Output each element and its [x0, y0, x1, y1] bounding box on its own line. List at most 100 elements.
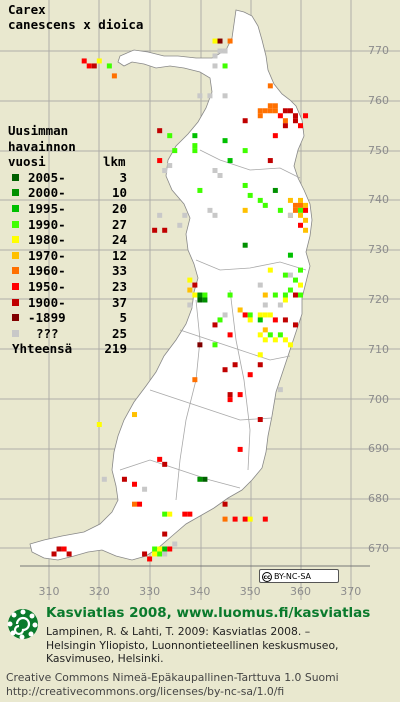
observation-square [282, 337, 288, 343]
north-tick-label: 670 [368, 542, 389, 555]
observation-square [272, 292, 278, 298]
legend-swatch [12, 220, 19, 228]
observation-square [292, 277, 298, 283]
observation-square [292, 292, 298, 298]
observation-square [162, 531, 168, 537]
legend-item-count: 10 [111, 185, 127, 201]
legend-header-2: havainnon [8, 139, 76, 155]
map-area: Carex canescens x dioica Uusimman havain… [0, 0, 400, 600]
legend-swatch [12, 282, 19, 290]
observation-square [287, 108, 293, 114]
observation-square [303, 217, 309, 223]
observation-square [187, 287, 193, 293]
kasviatlas-logo-icon [7, 609, 38, 640]
legend-item-label: 2005- [28, 169, 66, 185]
observation-square [257, 352, 263, 358]
observation-square [292, 202, 298, 208]
observation-square [257, 197, 263, 203]
observation-square [207, 207, 213, 213]
observation-square [292, 207, 298, 213]
observation-square [86, 63, 92, 69]
license-link[interactable]: http://creativecommons.org/licenses/by-n… [6, 684, 285, 698]
legend-item-label: 1900- [28, 294, 66, 310]
north-tick-label: 740 [368, 193, 389, 207]
observation-square [267, 108, 273, 114]
observation-square [257, 282, 263, 288]
legend-item: 2000- 10 [8, 185, 127, 201]
citation-line-2: Helsingin Yliopisto, Luonnontieteellinen… [46, 638, 339, 652]
legend-item: 1970- 12 [8, 248, 127, 264]
observation-square [157, 128, 163, 134]
legend-item: 1995- 20 [8, 201, 127, 217]
observation-square [197, 476, 203, 482]
observation-square [202, 476, 208, 482]
observation-square [282, 272, 288, 278]
observation-square [303, 113, 309, 119]
east-tick-label: 360 [290, 585, 311, 598]
observation-square [132, 501, 138, 507]
legend-header-1: Uusimman [8, 123, 76, 139]
east-tick-label: 310 [38, 585, 60, 598]
finland-map [0, 0, 400, 600]
observation-square [292, 322, 298, 328]
legend-swatch [12, 251, 19, 259]
observation-square [91, 63, 97, 69]
observation-square [287, 272, 293, 278]
observation-square [162, 546, 168, 552]
observation-square [262, 302, 268, 308]
east-tick-label: 370 [340, 585, 362, 598]
legend-items: 2005- 3 2000- 10 1995- 20 1990- 27 1980- 24 1970- 1… [8, 169, 127, 342]
observation-square [192, 143, 198, 149]
observation-square [177, 222, 183, 228]
observation-square [262, 337, 268, 343]
legend-item-count: 12 [111, 247, 127, 263]
observation-square [227, 392, 233, 398]
observation-square [172, 148, 178, 154]
observation-square [242, 516, 248, 522]
site-title[interactable]: Kasviatlas 2008, www.luomus.fi/kasviatla… [46, 605, 371, 621]
observation-square [262, 108, 268, 114]
observation-square [298, 282, 303, 288]
observation-square [222, 516, 228, 522]
observation-square [192, 377, 198, 383]
observation-square [157, 456, 163, 462]
observation-square [217, 317, 223, 323]
legend-swatch [12, 173, 19, 181]
observation-square [242, 242, 248, 248]
observation-square [272, 317, 278, 323]
north-tick-label: 770 [368, 44, 389, 57]
north-tick-label: 760 [368, 93, 389, 107]
legend-item: 1900- 37 [8, 294, 127, 311]
legend-item-count: 25 [111, 325, 127, 341]
observation-square [232, 362, 238, 368]
legend-swatch [12, 204, 19, 212]
legend-item: -1899 5 [8, 310, 127, 326]
observation-square [56, 546, 62, 552]
cc-license-badge[interactable]: cc BY-NC-SA [259, 569, 339, 583]
observation-square [212, 63, 218, 69]
observation-square [267, 83, 273, 89]
observation-square [157, 212, 163, 218]
observation-square [247, 516, 253, 522]
observation-square [272, 337, 278, 343]
observation-square [262, 202, 268, 208]
observation-square [298, 123, 303, 129]
observation-square [292, 118, 298, 124]
observation-square [298, 202, 303, 208]
observation-square [167, 163, 173, 169]
north-tick-label: 680 [368, 492, 389, 506]
observation-square [257, 417, 263, 423]
finland-landmass [29, 9, 313, 561]
observation-square [132, 412, 138, 418]
observation-square [272, 103, 278, 109]
legend-item-label: 2000- [28, 185, 66, 201]
east-tick-label: 340 [189, 585, 211, 598]
observation-square [152, 551, 158, 557]
license-line-1: Creative Commons Nimeä-Epäkaupallinen-Ta… [6, 671, 339, 684]
observation-square [287, 252, 293, 258]
observation-square [121, 476, 127, 482]
observation-square [187, 277, 193, 283]
observation-square [192, 133, 198, 139]
observation-squares [51, 38, 309, 562]
observation-square [298, 222, 303, 228]
